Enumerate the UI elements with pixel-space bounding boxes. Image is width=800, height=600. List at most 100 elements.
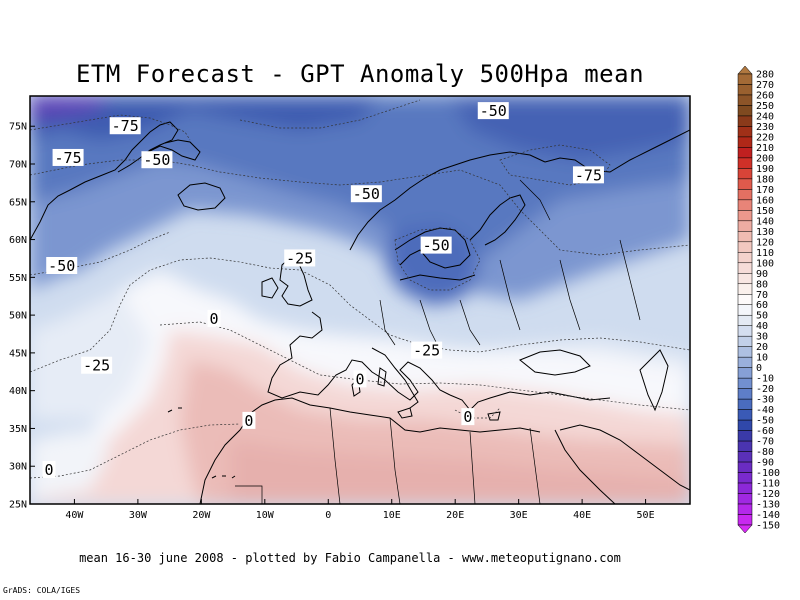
y-tick-label: 30N: [9, 462, 27, 473]
colorbar-swatch: [737, 94, 753, 106]
colorbar-swatch: [737, 273, 753, 285]
colorbar-label: 60: [756, 300, 768, 311]
colorbar-swatch: [737, 199, 753, 211]
azores: [167, 407, 182, 413]
colorbar-label: 130: [756, 227, 774, 238]
colorbar-label: 140: [756, 216, 774, 227]
colorbar-label: 80: [756, 279, 768, 290]
colorbar-label: 160: [756, 195, 774, 206]
y-tick-label: 65N: [9, 197, 27, 208]
africa-west: [199, 411, 253, 504]
contour-label-box: [81, 356, 113, 374]
contour-label-box: [242, 411, 256, 429]
colorbar-swatch: [737, 105, 753, 117]
colorbar-swatch: [737, 147, 753, 159]
contour-label: -25: [83, 357, 110, 375]
colorbar-label: -110: [756, 479, 780, 490]
colorbar-swatch: [737, 335, 753, 347]
caspian: [639, 349, 669, 412]
colorbar-swatch: [737, 178, 753, 190]
contour-label: -75: [55, 149, 82, 167]
colorbar-label: 100: [756, 258, 774, 269]
y-tick-label: 50N: [9, 311, 27, 322]
colorbar-label: 170: [756, 185, 774, 196]
colorbar-swatch: [737, 377, 753, 389]
colorbar-label: 220: [756, 132, 774, 143]
colorbar-swatch: [737, 262, 753, 274]
colorbar-swatch: [737, 314, 753, 326]
contour-minus75-north: [239, 99, 421, 129]
colorbar-swatch: [737, 461, 753, 473]
colorbar-swatch: [737, 294, 753, 305]
x-tick-label: 10W: [256, 510, 275, 521]
colorbar-label: 200: [756, 153, 774, 164]
colorbar-label: 270: [756, 80, 774, 91]
contour-label: -50: [480, 102, 507, 120]
contour-label: 0: [244, 412, 253, 430]
contour-label-box: [420, 236, 452, 254]
contour-minus50-inner: [394, 227, 481, 291]
colorbar-label: -90: [756, 458, 774, 469]
contour-label-box: [46, 257, 78, 274]
contour-label-box: [141, 151, 173, 169]
colorbar-label: -70: [756, 437, 774, 448]
colorbar-swatch: [737, 136, 753, 148]
map-title: ETM Forecast - GPT Anomaly 500Hpa mean: [75, 60, 645, 88]
colorbar-label: -80: [756, 447, 774, 458]
contour-label: -25: [286, 249, 313, 267]
colorbar-label: -20: [756, 384, 774, 395]
colorbar-label: 260: [756, 90, 774, 101]
x-tick-label: 40E: [573, 510, 591, 521]
contour-label-box: [350, 185, 382, 203]
colorbar-swatch: [737, 168, 753, 180]
colorbar-swatch: [737, 157, 753, 169]
colorbar-label: -60: [756, 426, 774, 437]
colorbar-label: -30: [756, 395, 774, 406]
x-tick-label: 10E: [383, 510, 401, 521]
y-tick-label: 75N: [9, 122, 27, 133]
colorbar-swatch: [737, 220, 753, 232]
contour-label-box: [477, 102, 509, 120]
y-tick-label: 35N: [9, 424, 27, 435]
russia-coast: [544, 129, 690, 173]
colorbar-swatch: [737, 325, 753, 337]
colorbar-label: 230: [756, 122, 774, 133]
europe-west: [267, 311, 451, 401]
colorbar-label: 40: [756, 321, 768, 332]
colorbar-label: 210: [756, 143, 774, 154]
colorbar-label: 110: [756, 248, 774, 259]
italy: [371, 347, 419, 409]
contour-label-box: [42, 461, 56, 478]
x-tick-label: 20E: [446, 510, 464, 521]
svalbard-coast: [147, 139, 201, 161]
colorbar-label: -130: [756, 500, 780, 511]
contour-label: 0: [210, 310, 219, 328]
longitude-axis: 40W 30W 20W 10W 0 10E 20E 30E 40E 50E: [65, 499, 655, 521]
y-tick-label: 55N: [9, 273, 27, 284]
baltic-coast: [399, 274, 476, 281]
colorbar-swatch: [737, 84, 753, 96]
colorbar-label: -50: [756, 416, 774, 427]
map-frame: [29, 95, 691, 505]
colorbar-top-arrow: [737, 65, 753, 75]
mediterranean-islands: [351, 367, 501, 421]
colorbar-swatch: [737, 451, 753, 463]
contour-label-box: [461, 408, 475, 426]
latitude-axis: 25N 30N 35N 40N 45N 50N 55N 60N 65N 70N 75N: [9, 122, 35, 511]
grads-credit: GrADS: COLA/IGES: [3, 586, 81, 595]
colorbar-label: -40: [756, 405, 774, 416]
x-tick-label: 0: [325, 510, 331, 521]
colorbar-swatch: [737, 241, 753, 253]
colorbar-swatch: [737, 409, 753, 421]
contour-label: -50: [48, 257, 75, 275]
contour-label-box: [353, 370, 367, 388]
colorbar-swatch: [737, 514, 753, 526]
contour-label: -50: [143, 151, 170, 169]
colorbar-label: 180: [756, 174, 774, 185]
y-tick-label: 25N: [9, 500, 27, 511]
colorbar-swatch: [737, 346, 753, 358]
colorbar-swatch: [737, 231, 753, 243]
contour-label-box: [207, 309, 221, 327]
colorbar-swatch: [737, 503, 753, 515]
